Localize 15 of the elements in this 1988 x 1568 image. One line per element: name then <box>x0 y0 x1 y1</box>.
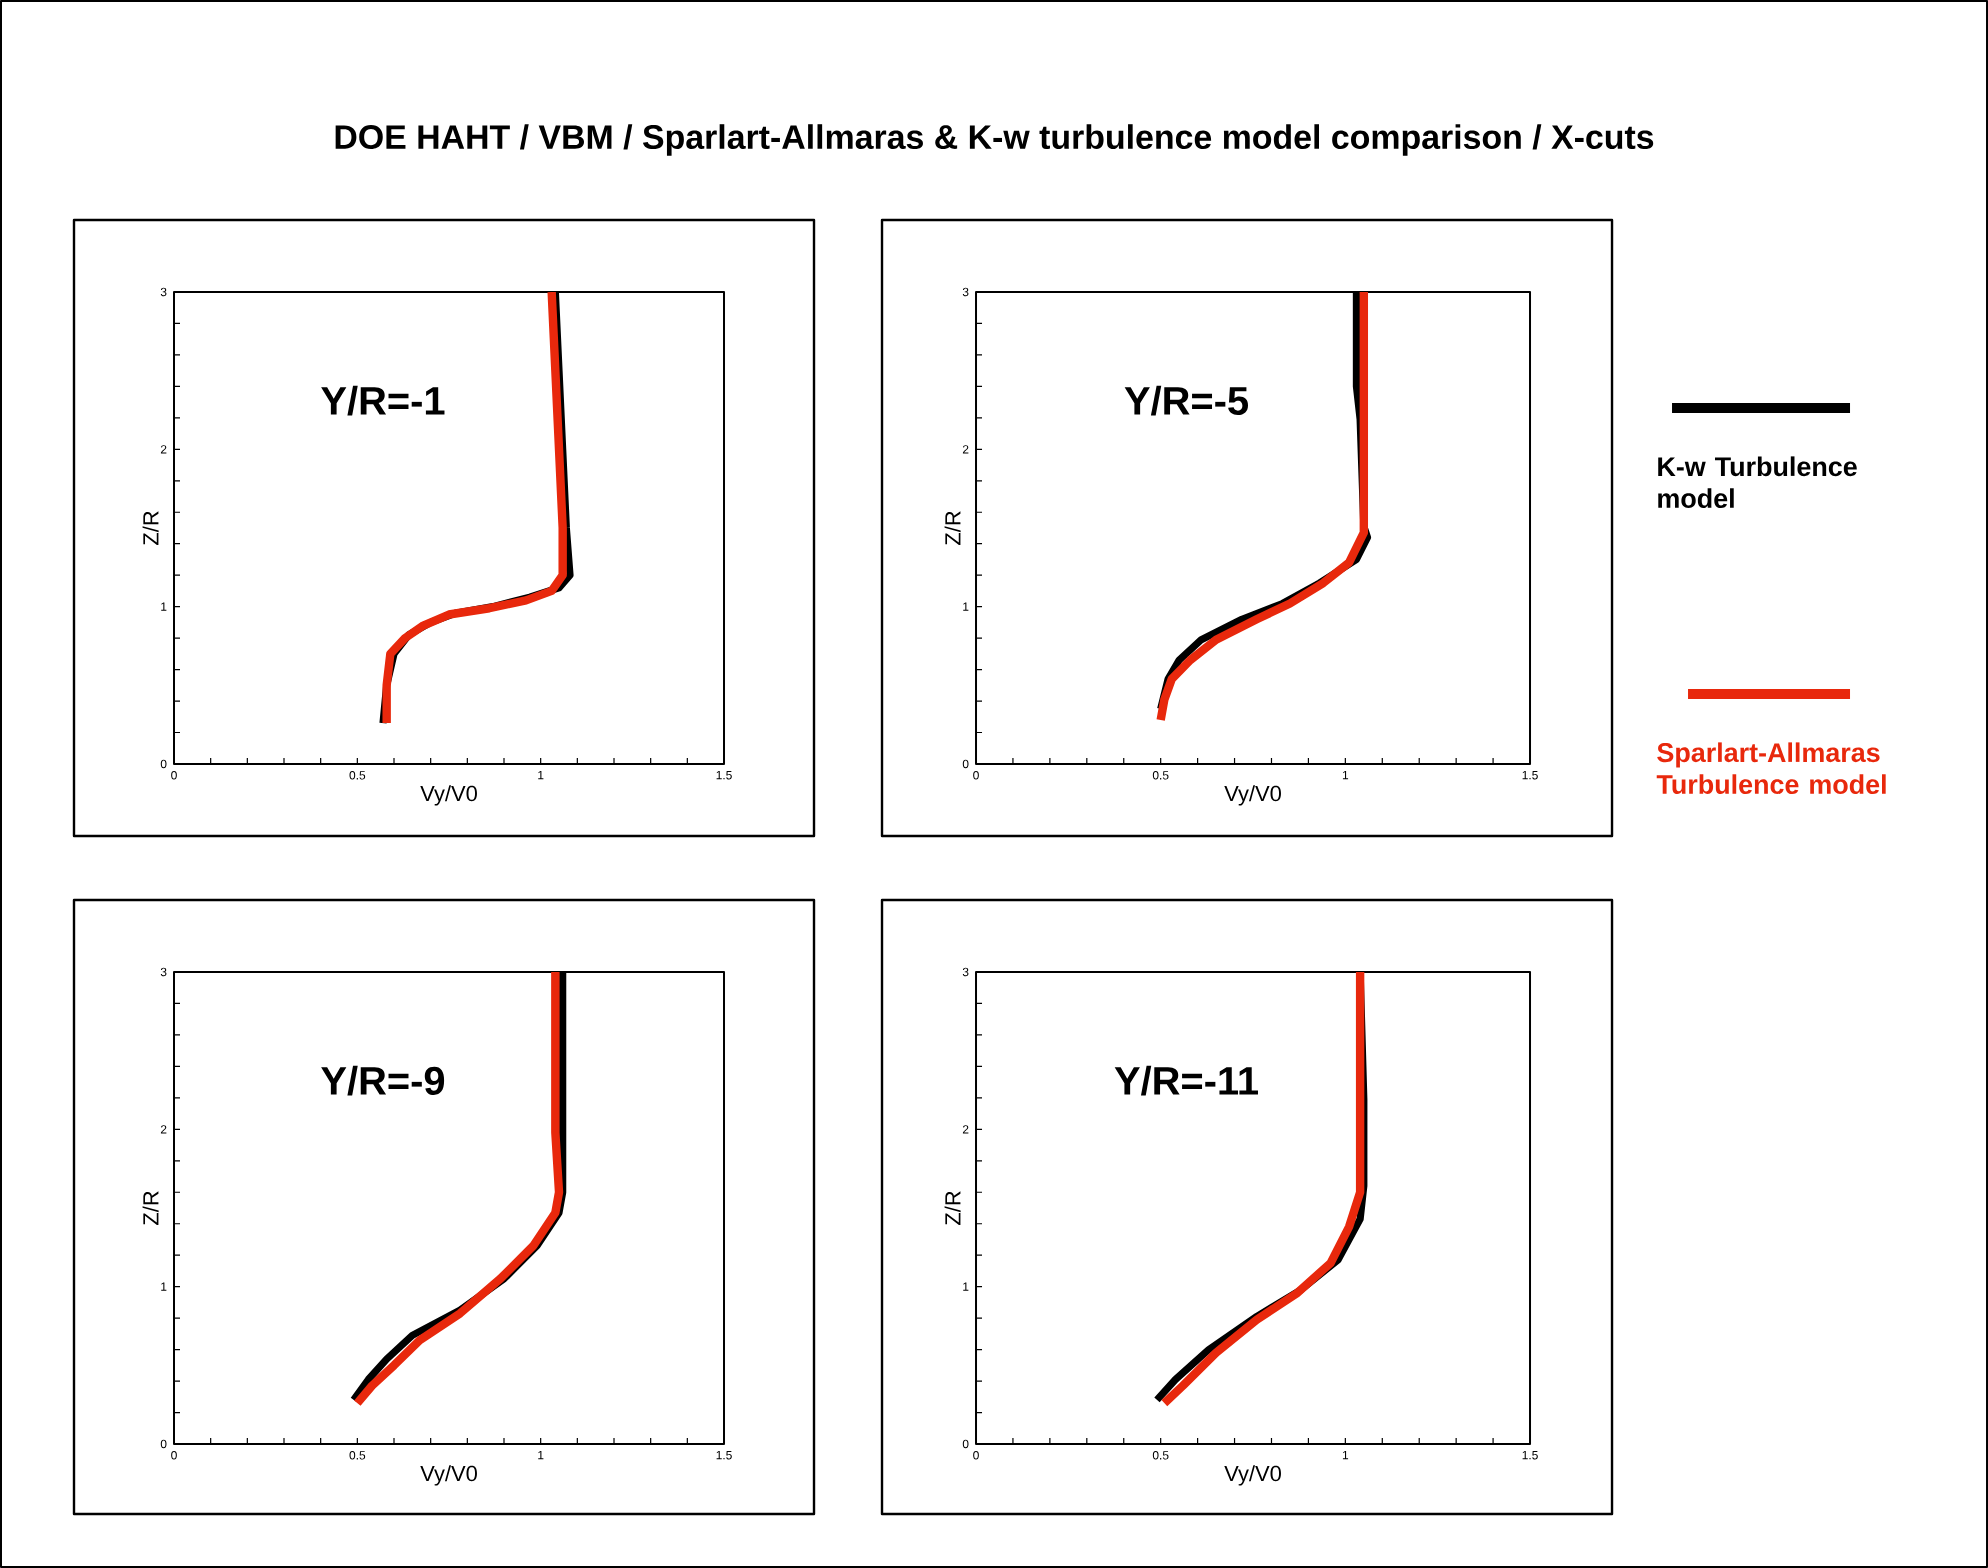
x-axis-title: Vy/V0 <box>420 785 477 806</box>
y-axis-title: Z/R <box>944 1191 961 1225</box>
text: Sparlart-Allmaras Turbulence model <box>1656 742 1886 795</box>
annotation: Y/R=-11 <box>1114 1065 1258 1096</box>
y-axis-title: Z/R <box>142 1191 159 1225</box>
y-axis-title: Z/R <box>944 511 961 545</box>
y-axis-title: Z/R <box>142 511 159 545</box>
text: K-w Turbulence model <box>1658 456 1857 509</box>
x-axis-title: Vy/V0 <box>1224 1465 1281 1486</box>
annotation: Y/R=-5 <box>1124 385 1248 416</box>
x-axis-title: Vy/V0 <box>420 1465 477 1486</box>
annotation: Y/R=-1 <box>321 385 445 416</box>
x-axis-title: Vy/V0 <box>1224 785 1281 806</box>
annotation: Y/R=-9 <box>321 1065 445 1096</box>
text: DOE HAHT / VBM / Sparlart-Allmaras & K-w turbulence model comparison / X-cuts <box>335 124 1654 156</box>
